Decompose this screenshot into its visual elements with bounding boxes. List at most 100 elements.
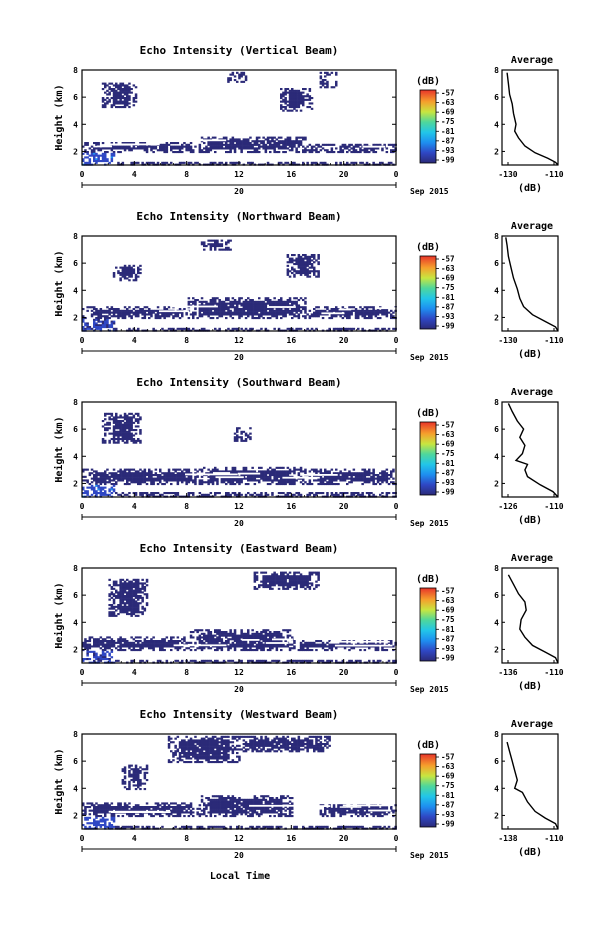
heatmap-cell	[205, 149, 208, 152]
heatmap-cell	[88, 327, 92, 330]
heatmap-cell	[286, 584, 290, 587]
heatmap-cell	[137, 481, 140, 484]
heatmap-cell	[306, 641, 309, 644]
heatmap-cell	[231, 147, 235, 150]
y-axis-label: Height (km)	[53, 250, 65, 316]
heatmap-cell	[354, 472, 358, 475]
heatmap-cell	[253, 640, 257, 643]
heatmap-cell	[225, 306, 228, 309]
heatmap-cell	[381, 641, 384, 644]
heatmap-cell	[106, 89, 109, 92]
heatmap-cell	[227, 311, 230, 314]
heatmap-cell	[84, 322, 87, 325]
colorbar-tick-label: -69	[441, 440, 455, 449]
heatmap-cell	[99, 309, 103, 312]
heatmap-cell	[110, 438, 114, 441]
heatmap-cell	[209, 470, 213, 473]
heatmap-cell	[110, 160, 114, 163]
heatmap-cell	[137, 640, 140, 643]
heatmap-cell	[339, 492, 342, 495]
heatmap-cell	[354, 643, 358, 646]
heatmap-cell	[282, 578, 285, 581]
heatmap-cell	[203, 151, 206, 154]
heatmap-cell	[99, 315, 103, 318]
heatmap-cell	[264, 640, 268, 643]
heatmap-cell	[181, 313, 184, 316]
heatmap-cell	[209, 145, 213, 148]
heatmap-cell	[233, 75, 237, 78]
heatmap-cell	[231, 632, 235, 635]
heatmap-cell	[132, 641, 136, 644]
heatmap-cell	[101, 474, 105, 477]
heatmap-cell	[286, 636, 290, 639]
heatmap-cell	[163, 311, 166, 314]
heatmap-cell	[119, 578, 122, 581]
heatmap-cell	[282, 106, 285, 109]
heatmap-cell	[121, 600, 125, 603]
x-tick-label: 4	[132, 502, 137, 511]
heatmap-cell	[141, 598, 144, 601]
heatmap-cell	[240, 436, 243, 439]
heatmap-cell	[277, 483, 281, 486]
y-tick-label: 2	[73, 479, 78, 488]
heatmap-cell	[178, 145, 182, 148]
heatmap-cell	[297, 468, 301, 471]
heatmap-cell	[165, 641, 169, 644]
heatmap-cell	[176, 151, 180, 154]
heatmap-cell	[269, 309, 272, 312]
heatmap-cell	[385, 468, 389, 471]
heatmap-cell	[258, 302, 261, 305]
x-tick-label: 0	[80, 170, 85, 179]
heatmap-cell	[141, 607, 144, 610]
heatmap-cell	[299, 97, 303, 100]
heatmap-cell	[319, 71, 323, 74]
heatmap-cell	[236, 636, 239, 639]
heatmap-cell	[269, 151, 272, 154]
heatmap-cell	[106, 326, 109, 329]
heatmap-cell	[266, 468, 270, 471]
heatmap-cell	[280, 142, 283, 145]
heatmap-cell	[368, 472, 371, 475]
heatmap-cell	[143, 593, 147, 596]
avg-x-tick-label: -130	[498, 336, 517, 345]
heatmap-cell	[293, 580, 296, 583]
heatmap-cell	[365, 147, 369, 150]
heatmap-cell	[310, 468, 314, 471]
heatmap-cell	[82, 468, 85, 471]
heatmap-cell	[315, 147, 318, 150]
heatmap-cell	[284, 470, 287, 473]
heatmap-cell	[176, 142, 180, 145]
heatmap-cell	[233, 477, 237, 480]
heatmap-cell	[95, 493, 98, 496]
heatmap-cell	[176, 327, 180, 330]
heatmap-cell	[376, 147, 380, 150]
heatmap-cell	[198, 147, 202, 150]
heatmap-cell	[150, 643, 153, 646]
heatmap-cell	[93, 638, 96, 641]
heatmap-cell	[288, 97, 292, 100]
heatmap-cell	[216, 309, 219, 312]
heatmap-cell	[137, 595, 140, 598]
heatmap-cell	[302, 584, 305, 587]
heatmap-cell	[108, 604, 111, 607]
echo-gap	[303, 474, 338, 476]
heatmap-cell	[123, 89, 127, 92]
heatmap-cell	[255, 306, 259, 309]
heatmap-cell	[134, 493, 138, 496]
x-tick-label: 8	[184, 170, 189, 179]
heatmap-cell	[357, 151, 360, 154]
heatmap-cell	[291, 145, 294, 148]
heatmap-cell	[123, 604, 127, 607]
heatmap-cell	[119, 432, 122, 435]
heatmap-cell	[341, 143, 345, 146]
heatmap-cell	[295, 270, 298, 273]
heatmap-cell	[214, 466, 217, 469]
heatmap-cell	[172, 317, 175, 320]
heatmap-cell	[253, 578, 257, 581]
colorbar-tick-label: -81	[441, 459, 455, 468]
heatmap-cell	[385, 492, 389, 495]
heatmap-cell	[277, 492, 281, 495]
heatmap-cell	[225, 248, 228, 251]
heatmap-cell	[264, 492, 268, 495]
heatmap-cell	[112, 611, 116, 614]
